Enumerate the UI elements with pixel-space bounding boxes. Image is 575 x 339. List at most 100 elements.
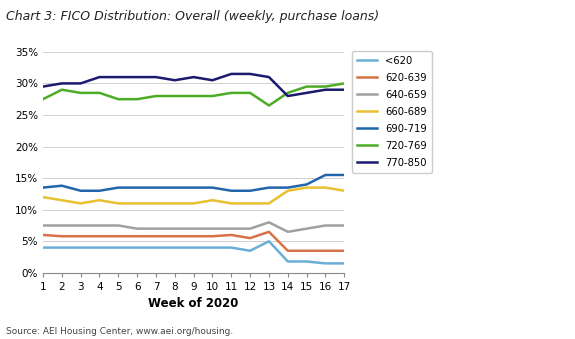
640-659 bbox=[341, 223, 348, 227]
690-719 bbox=[190, 185, 197, 190]
660-689 bbox=[40, 195, 47, 199]
720-769 bbox=[59, 88, 66, 92]
640-659 bbox=[209, 226, 216, 231]
720-769 bbox=[190, 94, 197, 98]
<620 bbox=[96, 245, 103, 250]
770-850 bbox=[171, 78, 178, 82]
720-769 bbox=[209, 94, 216, 98]
620-639 bbox=[322, 249, 329, 253]
Line: <620: <620 bbox=[43, 241, 344, 263]
690-719 bbox=[247, 189, 254, 193]
720-769 bbox=[266, 103, 273, 107]
690-719 bbox=[341, 173, 348, 177]
660-689 bbox=[59, 198, 66, 202]
770-850 bbox=[77, 81, 84, 85]
620-639 bbox=[40, 233, 47, 237]
620-639 bbox=[115, 234, 122, 238]
770-850 bbox=[96, 75, 103, 79]
620-639 bbox=[77, 234, 84, 238]
770-850 bbox=[341, 88, 348, 92]
720-769 bbox=[134, 97, 141, 101]
690-719 bbox=[171, 185, 178, 190]
640-659 bbox=[247, 226, 254, 231]
<620 bbox=[247, 249, 254, 253]
690-719 bbox=[115, 185, 122, 190]
620-639 bbox=[247, 236, 254, 240]
620-639 bbox=[96, 234, 103, 238]
<620 bbox=[341, 261, 348, 265]
660-689 bbox=[190, 201, 197, 205]
660-689 bbox=[285, 189, 292, 193]
690-719 bbox=[285, 185, 292, 190]
720-769 bbox=[96, 91, 103, 95]
690-719 bbox=[40, 185, 47, 190]
<620 bbox=[266, 239, 273, 243]
640-659 bbox=[322, 223, 329, 227]
660-689 bbox=[247, 201, 254, 205]
640-659 bbox=[59, 223, 66, 227]
690-719 bbox=[77, 189, 84, 193]
620-639 bbox=[190, 234, 197, 238]
Legend: <620, 620-639, 640-659, 660-689, 690-719, 720-769, 770-850: <620, 620-639, 640-659, 660-689, 690-719… bbox=[352, 51, 432, 173]
720-769 bbox=[171, 94, 178, 98]
770-850 bbox=[115, 75, 122, 79]
690-719 bbox=[209, 185, 216, 190]
<620 bbox=[40, 245, 47, 250]
720-769 bbox=[303, 84, 310, 88]
620-639 bbox=[209, 234, 216, 238]
640-659 bbox=[285, 230, 292, 234]
620-639 bbox=[285, 249, 292, 253]
720-769 bbox=[77, 91, 84, 95]
620-639 bbox=[266, 230, 273, 234]
720-769 bbox=[228, 91, 235, 95]
770-850 bbox=[266, 75, 273, 79]
Line: 770-850: 770-850 bbox=[43, 74, 344, 96]
690-719 bbox=[152, 185, 159, 190]
640-659 bbox=[190, 226, 197, 231]
660-689 bbox=[209, 198, 216, 202]
X-axis label: Week of 2020: Week of 2020 bbox=[148, 297, 239, 311]
720-769 bbox=[40, 97, 47, 101]
660-689 bbox=[341, 189, 348, 193]
640-659 bbox=[266, 220, 273, 224]
<620 bbox=[134, 245, 141, 250]
<620 bbox=[209, 245, 216, 250]
640-659 bbox=[115, 223, 122, 227]
620-639 bbox=[341, 249, 348, 253]
770-850 bbox=[59, 81, 66, 85]
720-769 bbox=[152, 94, 159, 98]
640-659 bbox=[171, 226, 178, 231]
620-639 bbox=[303, 249, 310, 253]
690-719 bbox=[96, 189, 103, 193]
770-850 bbox=[247, 72, 254, 76]
690-719 bbox=[322, 173, 329, 177]
690-719 bbox=[134, 185, 141, 190]
<620 bbox=[190, 245, 197, 250]
640-659 bbox=[228, 226, 235, 231]
660-689 bbox=[134, 201, 141, 205]
770-850 bbox=[303, 91, 310, 95]
660-689 bbox=[96, 198, 103, 202]
660-689 bbox=[77, 201, 84, 205]
Line: 690-719: 690-719 bbox=[43, 175, 344, 191]
Line: 640-659: 640-659 bbox=[43, 222, 344, 232]
640-659 bbox=[40, 223, 47, 227]
<620 bbox=[59, 245, 66, 250]
640-659 bbox=[152, 226, 159, 231]
720-769 bbox=[322, 84, 329, 88]
620-639 bbox=[59, 234, 66, 238]
660-689 bbox=[322, 185, 329, 190]
690-719 bbox=[228, 189, 235, 193]
720-769 bbox=[247, 91, 254, 95]
690-719 bbox=[303, 182, 310, 186]
640-659 bbox=[303, 226, 310, 231]
770-850 bbox=[190, 75, 197, 79]
<620 bbox=[115, 245, 122, 250]
660-689 bbox=[303, 185, 310, 190]
<620 bbox=[303, 259, 310, 263]
770-850 bbox=[285, 94, 292, 98]
690-719 bbox=[266, 185, 273, 190]
Line: 720-769: 720-769 bbox=[43, 83, 344, 105]
660-689 bbox=[115, 201, 122, 205]
770-850 bbox=[322, 88, 329, 92]
